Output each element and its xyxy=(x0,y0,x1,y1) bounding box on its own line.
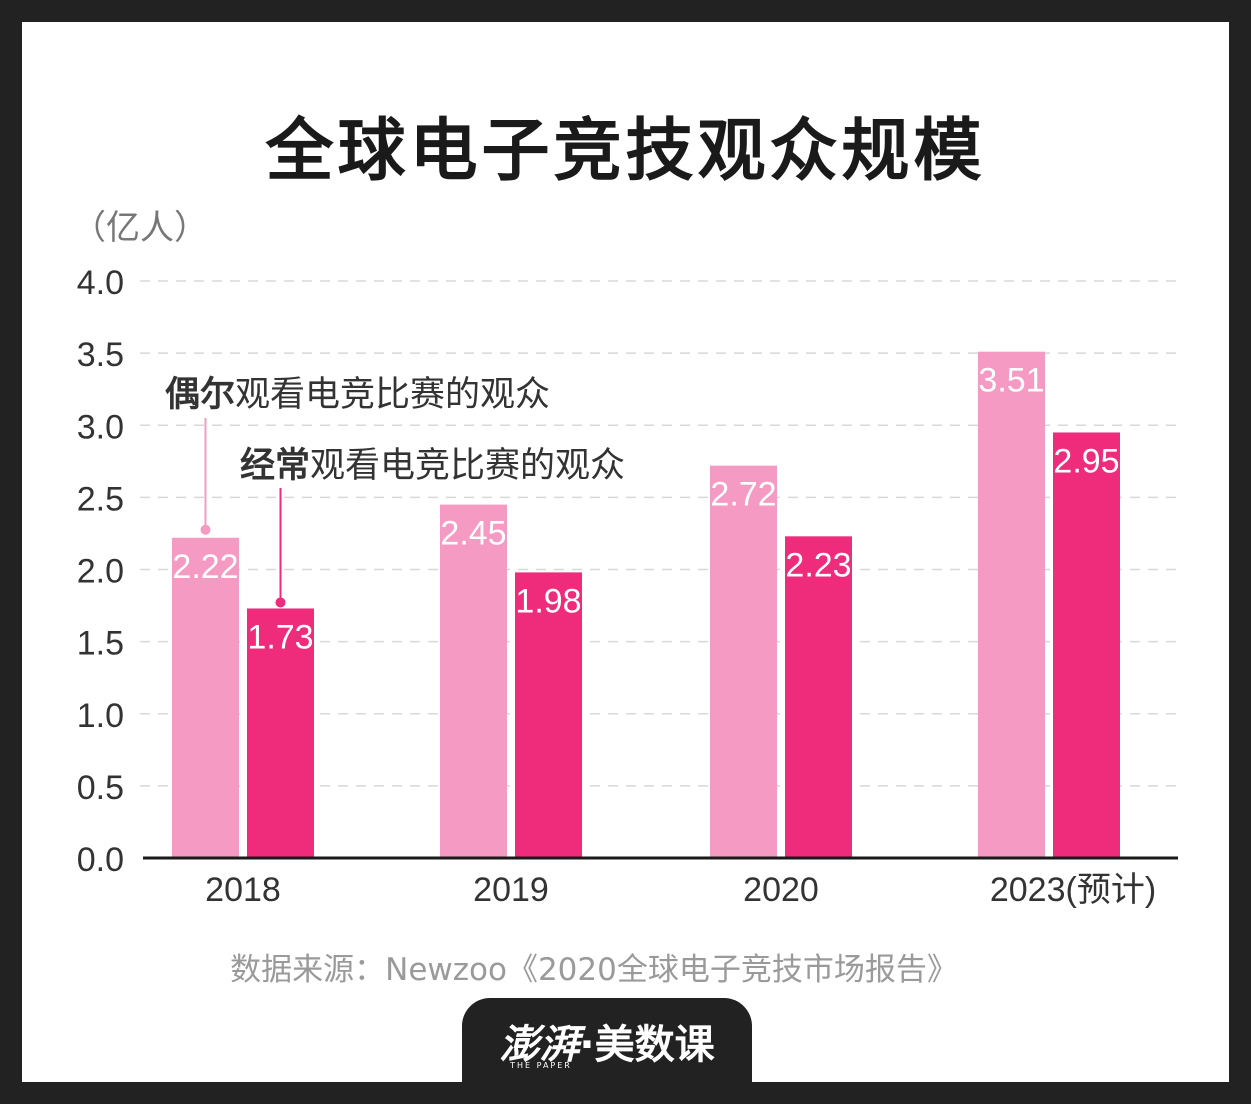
bar xyxy=(978,351,1045,858)
brand-text: 澎湃·美数课 xyxy=(462,1012,752,1070)
bar xyxy=(172,537,239,858)
brand-name: ·美数课 xyxy=(579,1022,715,1068)
y-tick-label: 1.5 xyxy=(77,625,124,663)
data-source-note: 数据来源：Newzoo《2020全球电子竞技市场报告》 xyxy=(230,952,958,988)
bar-value-label: 2.23 xyxy=(785,546,851,584)
y-tick-label: 3.0 xyxy=(77,408,124,446)
legend-occasional-text: 观看电竞比赛的观众 xyxy=(235,375,551,415)
legend-frequent-bold: 经常 xyxy=(240,446,311,486)
legend-occasional-bold: 偶尔 xyxy=(165,375,236,415)
y-tick-label: 0.0 xyxy=(77,841,124,879)
chart-title: 全球电子竞技观众规模 xyxy=(265,112,986,191)
y-tick-label: 2.5 xyxy=(77,480,124,518)
legend-frequent-text: 观看电竞比赛的观众 xyxy=(310,446,626,486)
bar xyxy=(247,608,314,858)
bar xyxy=(515,572,582,858)
y-tick-label: 3.5 xyxy=(77,336,124,374)
y-tick-label: 2.0 xyxy=(77,553,124,591)
bar-value-label: 2.45 xyxy=(440,515,506,553)
y-axis-unit-label: （亿人） xyxy=(72,208,208,248)
bar xyxy=(440,504,507,858)
bar xyxy=(710,465,777,858)
brand-badge: 澎湃·美数课 THE PAPER xyxy=(462,998,752,1082)
bar xyxy=(1053,432,1120,858)
bar-value-label: 3.51 xyxy=(978,362,1044,400)
bar-value-label: 1.98 xyxy=(515,582,581,620)
legend-occasional-viewers: 偶尔观看电竞比赛的观众 xyxy=(165,366,550,417)
brand-subtitle: THE PAPER xyxy=(510,1061,572,1070)
legend-leader-dot xyxy=(200,524,211,535)
y-tick-label: 0.5 xyxy=(77,769,124,807)
bar-value-label: 2.95 xyxy=(1053,442,1119,480)
y-tick-label: 4.0 xyxy=(77,264,124,302)
bar-value-label: 2.72 xyxy=(710,476,776,514)
bar-value-label: 1.73 xyxy=(247,618,313,656)
y-tick-label: 1.0 xyxy=(77,697,124,735)
bar-value-label: 2.22 xyxy=(172,548,238,586)
x-tick-label: 2020 xyxy=(743,871,819,909)
x-tick-label: 2023(预计) xyxy=(990,871,1156,909)
x-tick-label: 2019 xyxy=(473,871,549,909)
legend-leader-dot xyxy=(275,597,286,608)
brand-logo: 澎湃 xyxy=(499,1021,580,1068)
legend-frequent-viewers: 经常观看电竞比赛的观众 xyxy=(240,437,625,488)
bar xyxy=(785,536,852,858)
x-tick-label: 2018 xyxy=(205,871,281,909)
